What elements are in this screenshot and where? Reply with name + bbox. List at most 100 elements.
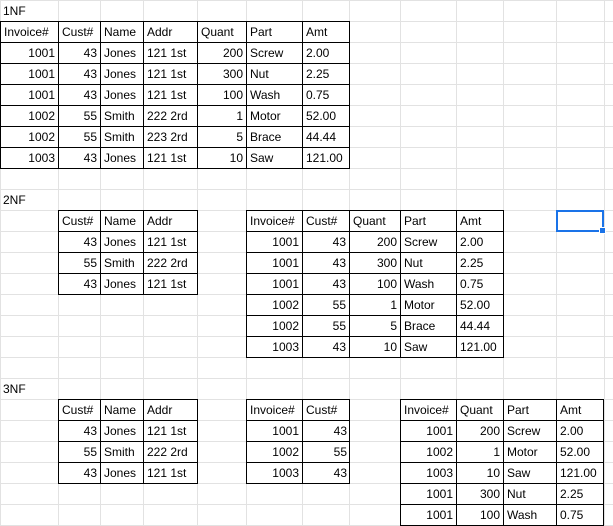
table-cell[interactable]: 43	[303, 337, 350, 358]
table-cell[interactable]: 43	[59, 85, 101, 106]
column-header[interactable]: Invoice#	[401, 400, 457, 421]
table-cell[interactable]: 1	[198, 106, 247, 127]
column-header[interactable]: Name	[101, 400, 144, 421]
table-cell[interactable]: 43	[59, 43, 101, 64]
column-header[interactable]: Cust#	[59, 400, 101, 421]
table-cell[interactable]: 10	[198, 148, 247, 169]
table-cell[interactable]: 222 2rd	[144, 106, 198, 127]
column-header[interactable]: Quant	[198, 22, 247, 43]
table-cell[interactable]: Jones	[101, 232, 144, 253]
table-cell[interactable]: 43	[303, 253, 350, 274]
table-cell[interactable]: Saw	[247, 148, 303, 169]
table-cell[interactable]: 1	[350, 295, 401, 316]
table-cell[interactable]: 2.00	[457, 232, 504, 253]
table-cell[interactable]: 1003	[247, 463, 303, 484]
table-cell[interactable]: 121 1st	[144, 85, 198, 106]
table-cell[interactable]: 1002	[1, 106, 59, 127]
selected-cell[interactable]	[556, 210, 606, 234]
column-header[interactable]: Name	[101, 22, 144, 43]
table-cell[interactable]: Wash	[401, 274, 457, 295]
table-cell[interactable]: Jones	[101, 85, 144, 106]
table-cell[interactable]: 55	[59, 253, 101, 274]
table-cell[interactable]: 55	[59, 106, 101, 127]
label-3nf[interactable]: 3NF	[3, 382, 26, 396]
table-cell[interactable]: 44.44	[303, 127, 350, 148]
table-cell[interactable]: Screw	[401, 232, 457, 253]
table-cell[interactable]: Motor	[247, 106, 303, 127]
table-cell[interactable]: 43	[59, 148, 101, 169]
table-cell[interactable]: 5	[198, 127, 247, 148]
fill-handle[interactable]	[599, 227, 606, 234]
table-cell[interactable]: Smith	[101, 127, 144, 148]
column-header[interactable]: Cust#	[59, 211, 101, 232]
table-cell[interactable]: 121 1st	[144, 43, 198, 64]
table-cell[interactable]: Nut	[504, 484, 557, 505]
table-cell[interactable]: 121 1st	[144, 421, 198, 442]
table-cell[interactable]: 0.75	[560, 508, 584, 522]
table-cell[interactable]: 200	[350, 232, 401, 253]
table-cell[interactable]: Saw	[504, 463, 557, 484]
table-cell[interactable]: 43	[59, 64, 101, 85]
table-cell[interactable]: Wash	[247, 85, 303, 106]
table-cell[interactable]: 200	[198, 43, 247, 64]
table-cell[interactable]: 1002	[247, 295, 303, 316]
table-cell[interactable]: 52.00	[457, 295, 504, 316]
table-cell[interactable]: 1001	[401, 505, 457, 526]
table-cell[interactable]: 1001	[247, 274, 303, 295]
table-cell[interactable]: Screw	[504, 421, 557, 442]
table-cell[interactable]: 55	[303, 295, 350, 316]
table-cell[interactable]: 121.00	[557, 463, 604, 484]
table-cell[interactable]: Jones	[101, 148, 144, 169]
table-cell[interactable]: Screw	[247, 43, 303, 64]
table-cell[interactable]: 55	[59, 127, 101, 148]
column-header[interactable]: Cust#	[303, 211, 350, 232]
column-header[interactable]: Addr	[144, 211, 198, 232]
table-cell[interactable]: 0.75	[457, 274, 504, 295]
table-cell[interactable]: Wash	[504, 505, 557, 526]
table-cell[interactable]: Motor	[401, 295, 457, 316]
table-cell[interactable]: 1003	[1, 148, 59, 169]
column-header[interactable]: Addr	[144, 22, 198, 43]
table-cell[interactable]: 1002	[1, 127, 59, 148]
table-cell[interactable]: 121 1st	[144, 64, 198, 85]
column-header[interactable]: Amt	[457, 211, 504, 232]
table-cell[interactable]: 43	[303, 421, 350, 442]
column-header[interactable]: Cust#	[303, 400, 350, 421]
column-header[interactable]: Invoice#	[247, 400, 303, 421]
table-cell[interactable]: 1001	[401, 484, 457, 505]
table-cell[interactable]: 43	[333, 466, 347, 480]
table-cell[interactable]: 223 2rd	[144, 127, 198, 148]
table-cell[interactable]: 2.00	[303, 43, 350, 64]
table-cell[interactable]: Jones	[101, 274, 144, 295]
label-1nf[interactable]: 1NF	[3, 4, 26, 18]
table-cell[interactable]: 43	[303, 232, 350, 253]
table-cell[interactable]: 200	[457, 421, 504, 442]
table-cell[interactable]: 121.00	[306, 151, 343, 165]
column-header[interactable]: Part	[401, 211, 457, 232]
table-cell[interactable]: 1001	[401, 421, 457, 442]
table-cell[interactable]: 43	[59, 463, 101, 484]
label-2nf[interactable]: 2NF	[3, 193, 26, 207]
table-cell[interactable]: 2.25	[457, 253, 504, 274]
table-cell[interactable]: Smith	[101, 442, 144, 463]
table-cell[interactable]: 121 1st	[147, 277, 187, 291]
table-cell[interactable]: 1003	[247, 337, 303, 358]
table-cell[interactable]: 1	[457, 442, 504, 463]
column-header[interactable]: Amt	[557, 400, 604, 421]
table-cell[interactable]: Nut	[401, 253, 457, 274]
table-cell[interactable]: 100	[457, 505, 504, 526]
column-header[interactable]: Cust#	[59, 22, 101, 43]
table-cell[interactable]: 52.00	[557, 442, 604, 463]
table-cell[interactable]: Brace	[401, 316, 457, 337]
table-cell[interactable]: 300	[457, 484, 504, 505]
table-cell[interactable]: 43	[303, 274, 350, 295]
table-cell[interactable]: 121 1st	[147, 466, 187, 480]
column-header[interactable]: Part	[247, 22, 303, 43]
column-header[interactable]: Invoice#	[247, 211, 303, 232]
table-cell[interactable]: 121 1st	[144, 148, 198, 169]
table-cell[interactable]: 1001	[1, 85, 59, 106]
table-cell[interactable]: 1002	[247, 442, 303, 463]
table-cell[interactable]: 300	[350, 253, 401, 274]
table-cell[interactable]: 1001	[1, 64, 59, 85]
table-cell[interactable]: Brace	[247, 127, 303, 148]
